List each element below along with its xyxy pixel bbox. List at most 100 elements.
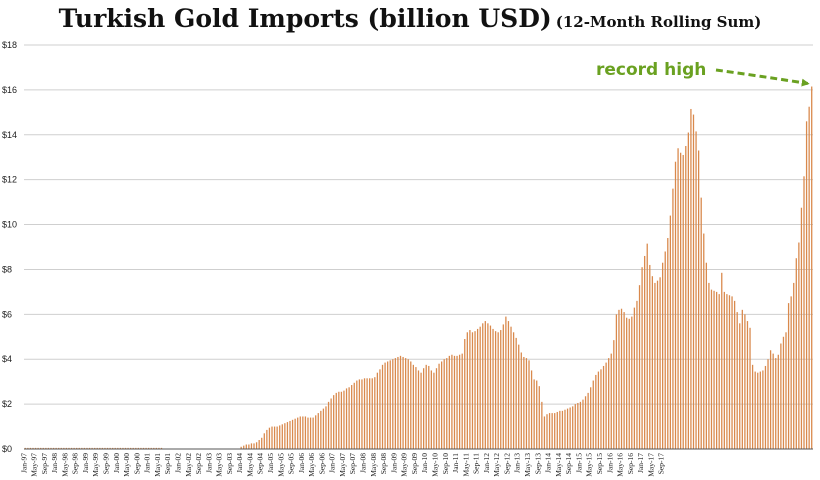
x-tick-label: May-04 bbox=[245, 453, 254, 477]
bar bbox=[620, 308, 623, 449]
x-tick-label: May-12 bbox=[492, 453, 501, 477]
bar bbox=[286, 422, 289, 449]
bar bbox=[150, 447, 152, 449]
bar bbox=[556, 411, 558, 449]
bar bbox=[405, 358, 407, 449]
bar bbox=[271, 426, 273, 449]
bar bbox=[297, 417, 299, 449]
bar bbox=[715, 291, 718, 449]
x-tick-label: May-00 bbox=[122, 453, 131, 477]
bar bbox=[538, 386, 540, 449]
bar bbox=[811, 86, 813, 450]
bar bbox=[590, 387, 592, 449]
bar bbox=[731, 296, 733, 449]
bar bbox=[99, 447, 101, 449]
bar bbox=[273, 426, 276, 449]
bar bbox=[40, 447, 42, 449]
bar bbox=[697, 150, 700, 449]
bar bbox=[55, 447, 57, 449]
bar bbox=[101, 447, 104, 449]
y-tick-label: $10 bbox=[2, 220, 17, 230]
bar bbox=[343, 390, 345, 449]
bar bbox=[502, 324, 504, 449]
bar bbox=[104, 447, 106, 449]
bar bbox=[397, 356, 399, 449]
bar bbox=[759, 371, 761, 449]
bar bbox=[250, 443, 253, 449]
bar bbox=[530, 370, 533, 449]
bar bbox=[132, 447, 134, 449]
bar bbox=[117, 447, 119, 449]
bar bbox=[279, 425, 281, 449]
bar bbox=[803, 176, 805, 450]
x-tick-label: May-08 bbox=[369, 453, 378, 477]
bar bbox=[631, 316, 633, 449]
bar bbox=[27, 447, 29, 449]
bar bbox=[685, 146, 687, 449]
x-axis: Jan-97 May-97 Sep-97 Jan-98 May-98 Sep-98 Jan-… bbox=[19, 453, 665, 477]
bar bbox=[448, 355, 450, 449]
bar bbox=[335, 392, 337, 449]
bar bbox=[114, 447, 116, 449]
bar bbox=[541, 401, 543, 449]
bar bbox=[155, 447, 157, 449]
bar bbox=[667, 238, 669, 449]
bar bbox=[435, 368, 438, 449]
bar bbox=[636, 300, 638, 449]
x-tick-label: Sep-09 bbox=[410, 453, 419, 474]
x-tick-label: Jan-06 bbox=[297, 453, 306, 473]
bar bbox=[746, 321, 749, 449]
bar bbox=[361, 379, 363, 449]
x-tick-label: Jan-97 bbox=[19, 453, 28, 473]
y-tick-label: $18 bbox=[2, 40, 17, 50]
bar bbox=[345, 388, 348, 449]
bar bbox=[299, 416, 301, 449]
bar bbox=[579, 401, 582, 449]
bar bbox=[466, 332, 468, 449]
bar bbox=[805, 121, 808, 450]
bar bbox=[86, 447, 88, 449]
bar bbox=[646, 243, 648, 449]
x-tick-label: Jan-15 bbox=[574, 453, 583, 473]
y-tick-label: $14 bbox=[2, 130, 17, 140]
bar bbox=[664, 251, 666, 449]
bar bbox=[520, 352, 522, 449]
bar bbox=[379, 369, 381, 449]
x-tick-label: Sep-03 bbox=[225, 453, 234, 474]
x-tick-label: May-03 bbox=[215, 453, 224, 477]
bar bbox=[430, 370, 432, 449]
bar bbox=[422, 368, 425, 449]
bar bbox=[638, 285, 641, 449]
bar bbox=[497, 332, 499, 449]
x-tick-label: Sep-02 bbox=[194, 453, 203, 474]
bar bbox=[494, 331, 497, 449]
bar bbox=[780, 343, 782, 449]
bar bbox=[333, 395, 335, 449]
bar bbox=[268, 427, 271, 449]
bar bbox=[24, 447, 26, 449]
x-tick-label: Sep-98 bbox=[71, 453, 80, 474]
x-tick-label: May-10 bbox=[430, 453, 439, 477]
x-tick-label: Sep-01 bbox=[163, 453, 172, 474]
bar bbox=[692, 114, 695, 450]
bar bbox=[384, 362, 386, 449]
bar bbox=[546, 414, 548, 449]
x-tick-label: Jan-02 bbox=[173, 453, 182, 473]
x-tick-label: Jan-99 bbox=[81, 453, 90, 473]
bar bbox=[487, 323, 489, 449]
x-tick-label: Jan-00 bbox=[112, 453, 121, 473]
bar bbox=[677, 148, 679, 449]
bar bbox=[302, 416, 304, 449]
bar bbox=[672, 188, 674, 449]
bar bbox=[651, 276, 654, 449]
bar bbox=[682, 154, 684, 449]
bar bbox=[543, 416, 546, 449]
bar bbox=[453, 355, 456, 449]
bar bbox=[348, 387, 350, 449]
bar bbox=[628, 318, 630, 449]
x-tick-label: Jan-16 bbox=[605, 453, 614, 473]
bar bbox=[649, 264, 651, 449]
x-tick-label: Sep-04 bbox=[256, 453, 265, 474]
bar bbox=[402, 356, 404, 449]
bar bbox=[787, 303, 790, 449]
